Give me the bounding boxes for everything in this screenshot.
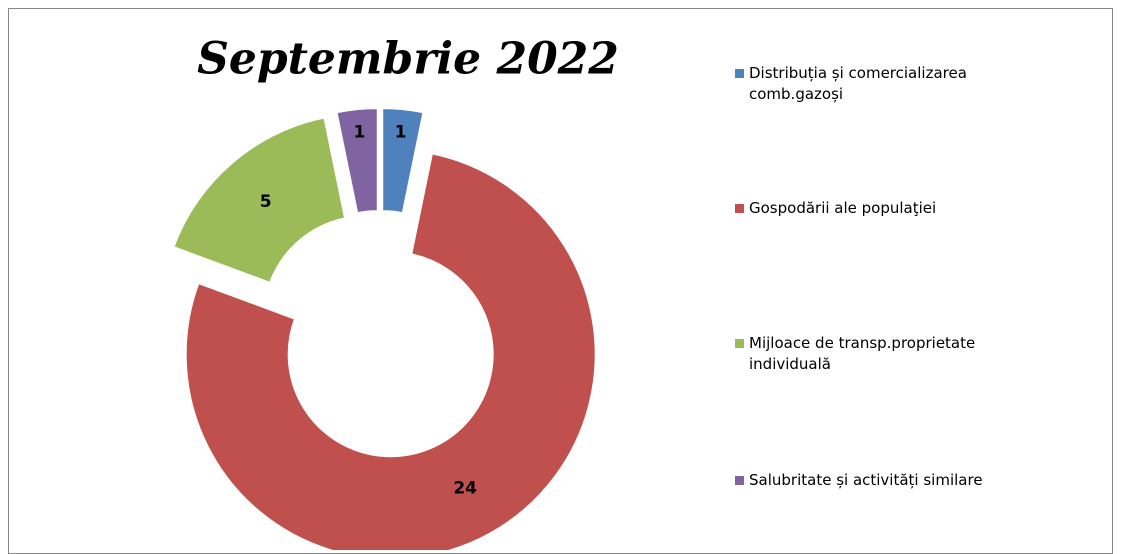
data-label: 1 — [395, 123, 407, 143]
legend-swatch — [735, 204, 744, 213]
chart-title: Septembrie 2022 — [197, 34, 619, 85]
doughnut-slice — [335, 107, 379, 215]
data-label: 24 — [453, 478, 477, 498]
legend-swatch — [735, 339, 744, 348]
legend-item: Distribuția și comercializarea comb.gazo… — [735, 63, 1045, 105]
legend-item: Gospodării ale populaţiei — [735, 198, 1045, 219]
doughnut-slice — [381, 107, 425, 215]
legend-item: Mijloace de transp.proprietate individua… — [735, 333, 1045, 375]
data-label: 1 — [353, 123, 365, 143]
legend-swatch — [735, 69, 744, 78]
data-label: 5 — [260, 192, 272, 212]
legend-label: Mijloace de transp.proprietate individua… — [749, 334, 976, 373]
legend-label: Distribuția și comercializarea comb.gazo… — [749, 64, 967, 103]
legend-swatch — [735, 476, 744, 485]
legend-item: Salubritate și activități similare — [735, 470, 1045, 491]
legend-label: Salubritate și activități similare — [749, 471, 983, 489]
legend-label: Gospodării ale populaţiei — [749, 199, 937, 217]
doughnut-slice — [184, 152, 597, 550]
doughnut-slice — [172, 116, 347, 285]
